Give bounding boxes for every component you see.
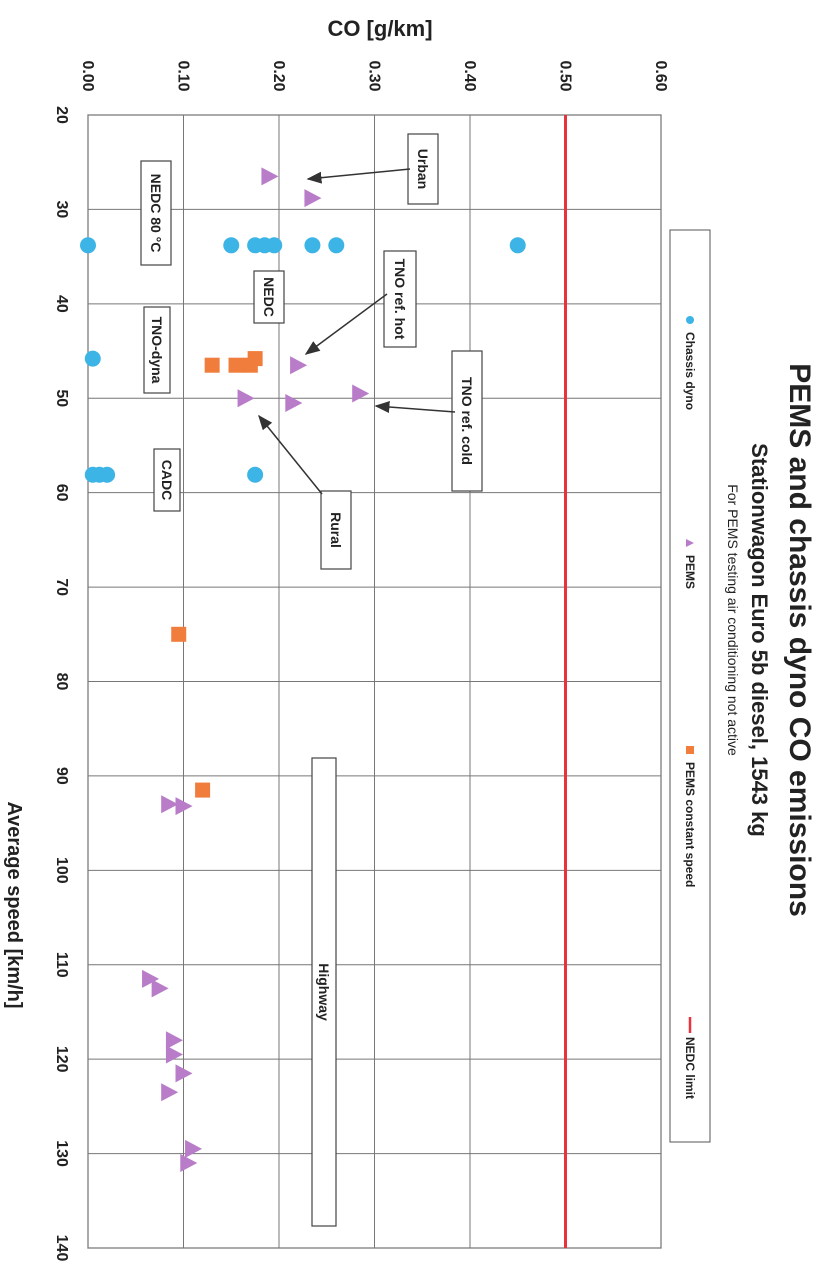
annotation-label: TNO ref. cold [459, 377, 475, 465]
chassis-dyno-point [509, 237, 526, 254]
legend: Chassis dyno PEMS PEMS constant speed NEDC … [669, 229, 711, 1143]
pems-point [290, 356, 308, 375]
pems-point [142, 969, 160, 988]
legend-box [669, 229, 711, 1143]
x-tick-label: 70 [53, 578, 70, 596]
pems-point [175, 1064, 193, 1083]
pems-point [237, 389, 255, 408]
chassis-dyno-point [99, 466, 116, 483]
legend-marker-pems-constant [686, 746, 694, 754]
x-tick-label: 30 [53, 201, 70, 219]
annotation-label: NEDC [261, 277, 277, 317]
x-tick-label: 20 [53, 106, 70, 124]
pems-constant-speed-point [171, 626, 187, 642]
chassis-dyno-point [247, 466, 264, 483]
chassis-dyno-point [84, 350, 101, 367]
x-tick-label: 120 [53, 1046, 70, 1073]
annotation-arrow [258, 414, 323, 495]
annotation-label: NEDC 80 °C [148, 174, 164, 253]
x-tick-label: 90 [53, 767, 70, 785]
legend-marker-chassis-dyno [686, 316, 694, 324]
tick-labels: 20 30 40 50 60 70 80 90 100 110 120 130 140 0.00 0.10 0… [53, 60, 669, 1261]
x-tick-label: 140 [53, 1235, 70, 1262]
annotation-label: TNO ref. hot [392, 259, 408, 340]
annotation-box [451, 350, 483, 492]
x-tick-label: 40 [53, 295, 70, 313]
chassis-dyno-point [328, 237, 345, 254]
pems-point [352, 384, 370, 403]
x-tick-label: 80 [53, 673, 70, 691]
y-tick-label: 0.40 [461, 60, 478, 91]
x-axis-label: Average speed [km/h] [3, 801, 25, 1008]
annotation-label: TNO-dyna [149, 317, 165, 384]
pems-point [175, 797, 193, 816]
y-tick-label: 0.30 [366, 60, 383, 91]
annotation-arrow [374, 401, 456, 414]
chassis-dyno-point [223, 237, 240, 254]
annotation-arrow [304, 293, 388, 355]
pems-point [180, 1154, 198, 1173]
pems-point [165, 1031, 183, 1050]
pems-point [185, 1139, 203, 1158]
pems-point [161, 795, 179, 814]
annotation-label: Rural [328, 512, 344, 548]
annotation-label: Highway [316, 963, 332, 1021]
y-tick-label: 0.50 [557, 60, 574, 91]
chassis-dyno-point [266, 237, 283, 254]
x-tick-label: 110 [53, 952, 70, 978]
y-tick-label: 0.00 [79, 60, 96, 91]
annotation-box [253, 270, 285, 324]
legend-label: Chassis dyno [683, 332, 697, 410]
pems-constant-speed-point [247, 351, 263, 367]
pems-point [304, 189, 322, 208]
chart-note: For PEMS testing air conditioning not ac… [725, 484, 741, 756]
annotation-box [320, 490, 352, 570]
legend-marker-pems [686, 539, 694, 547]
annotation-label: Urban [415, 149, 431, 189]
data-points [80, 167, 526, 1173]
y-tick-label: 0.20 [270, 60, 287, 91]
pems-constant-speed-point [204, 357, 220, 373]
pems-constant-speed-point [228, 357, 244, 373]
x-tick-label: 130 [53, 1140, 70, 1167]
annotation-box [383, 250, 417, 348]
annotation-layer: Urban TNO ref. hot TNO ref. cold Rural NEDC … [140, 133, 483, 1227]
legend-label: PEMS constant speed [683, 762, 697, 887]
annotation-box [143, 306, 171, 394]
pems-point [161, 1083, 179, 1102]
pems-point [285, 393, 303, 412]
chart-title: PEMS and chassis dyno CO emissions [783, 363, 816, 917]
x-tick-label: 50 [53, 389, 70, 407]
legend-label: NEDC limit [683, 1037, 697, 1099]
x-tick-label: 60 [53, 484, 70, 502]
chassis-dyno-point [80, 237, 96, 254]
titles: PEMS and chassis dyno CO emissions Statio… [3, 16, 816, 1009]
pems-point [151, 979, 169, 998]
annotation-label: CADC [159, 460, 175, 500]
legend-label: PEMS [683, 555, 697, 589]
grid [87, 114, 662, 1249]
annotation-box [153, 448, 181, 512]
pems-point [261, 167, 279, 186]
annotation-box [407, 133, 439, 205]
chassis-dyno-point [304, 237, 321, 254]
y-tick-label: 0.60 [652, 60, 669, 91]
y-axis-label: CO [g/km] [327, 16, 432, 41]
annotation-box [140, 160, 172, 266]
annotation-arrow [306, 168, 411, 184]
x-tick-label: 100 [53, 857, 70, 884]
chart-subtitle: Stationwagon Euro 5b diesel, 1543 kg [747, 443, 772, 837]
pems-point [165, 1045, 183, 1064]
annotation-box [311, 757, 337, 1227]
y-tick-label: 0.10 [175, 60, 192, 91]
pems-constant-speed-point [195, 782, 211, 798]
